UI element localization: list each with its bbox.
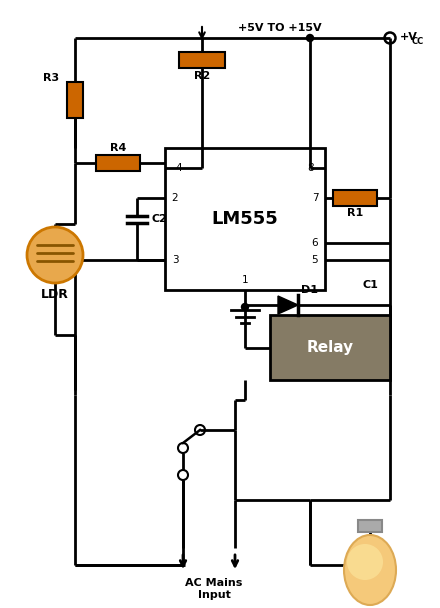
- FancyBboxPatch shape: [67, 82, 83, 118]
- Text: 5: 5: [312, 255, 318, 265]
- Text: C2: C2: [151, 215, 167, 224]
- Text: R4: R4: [110, 143, 126, 153]
- Circle shape: [27, 227, 83, 283]
- Circle shape: [307, 35, 313, 41]
- Text: CC: CC: [412, 36, 424, 46]
- Text: R1: R1: [347, 208, 363, 218]
- FancyBboxPatch shape: [179, 52, 225, 68]
- Circle shape: [242, 303, 249, 311]
- Text: LDR: LDR: [41, 289, 69, 302]
- FancyBboxPatch shape: [358, 520, 382, 532]
- Text: 6: 6: [312, 238, 318, 248]
- Polygon shape: [278, 296, 298, 314]
- Text: C1: C1: [362, 280, 378, 290]
- Text: R3: R3: [43, 73, 59, 83]
- Text: +5V TO +15V: +5V TO +15V: [238, 23, 322, 33]
- Text: 8: 8: [308, 163, 314, 173]
- FancyBboxPatch shape: [96, 155, 140, 171]
- Text: 1: 1: [242, 275, 248, 285]
- Text: 3: 3: [172, 255, 178, 265]
- Text: AC Mains
Input: AC Mains Input: [185, 578, 243, 599]
- Ellipse shape: [344, 535, 396, 605]
- Text: D1: D1: [301, 285, 319, 295]
- FancyBboxPatch shape: [333, 190, 377, 206]
- Text: R2: R2: [194, 71, 210, 81]
- Text: 2: 2: [172, 193, 178, 203]
- Text: LM555: LM555: [212, 210, 279, 228]
- Text: +V: +V: [400, 32, 418, 42]
- Text: 4: 4: [176, 163, 182, 173]
- Text: Relay: Relay: [306, 340, 354, 355]
- FancyBboxPatch shape: [270, 315, 390, 380]
- Circle shape: [347, 544, 383, 580]
- FancyBboxPatch shape: [165, 148, 325, 290]
- Text: 7: 7: [312, 193, 318, 203]
